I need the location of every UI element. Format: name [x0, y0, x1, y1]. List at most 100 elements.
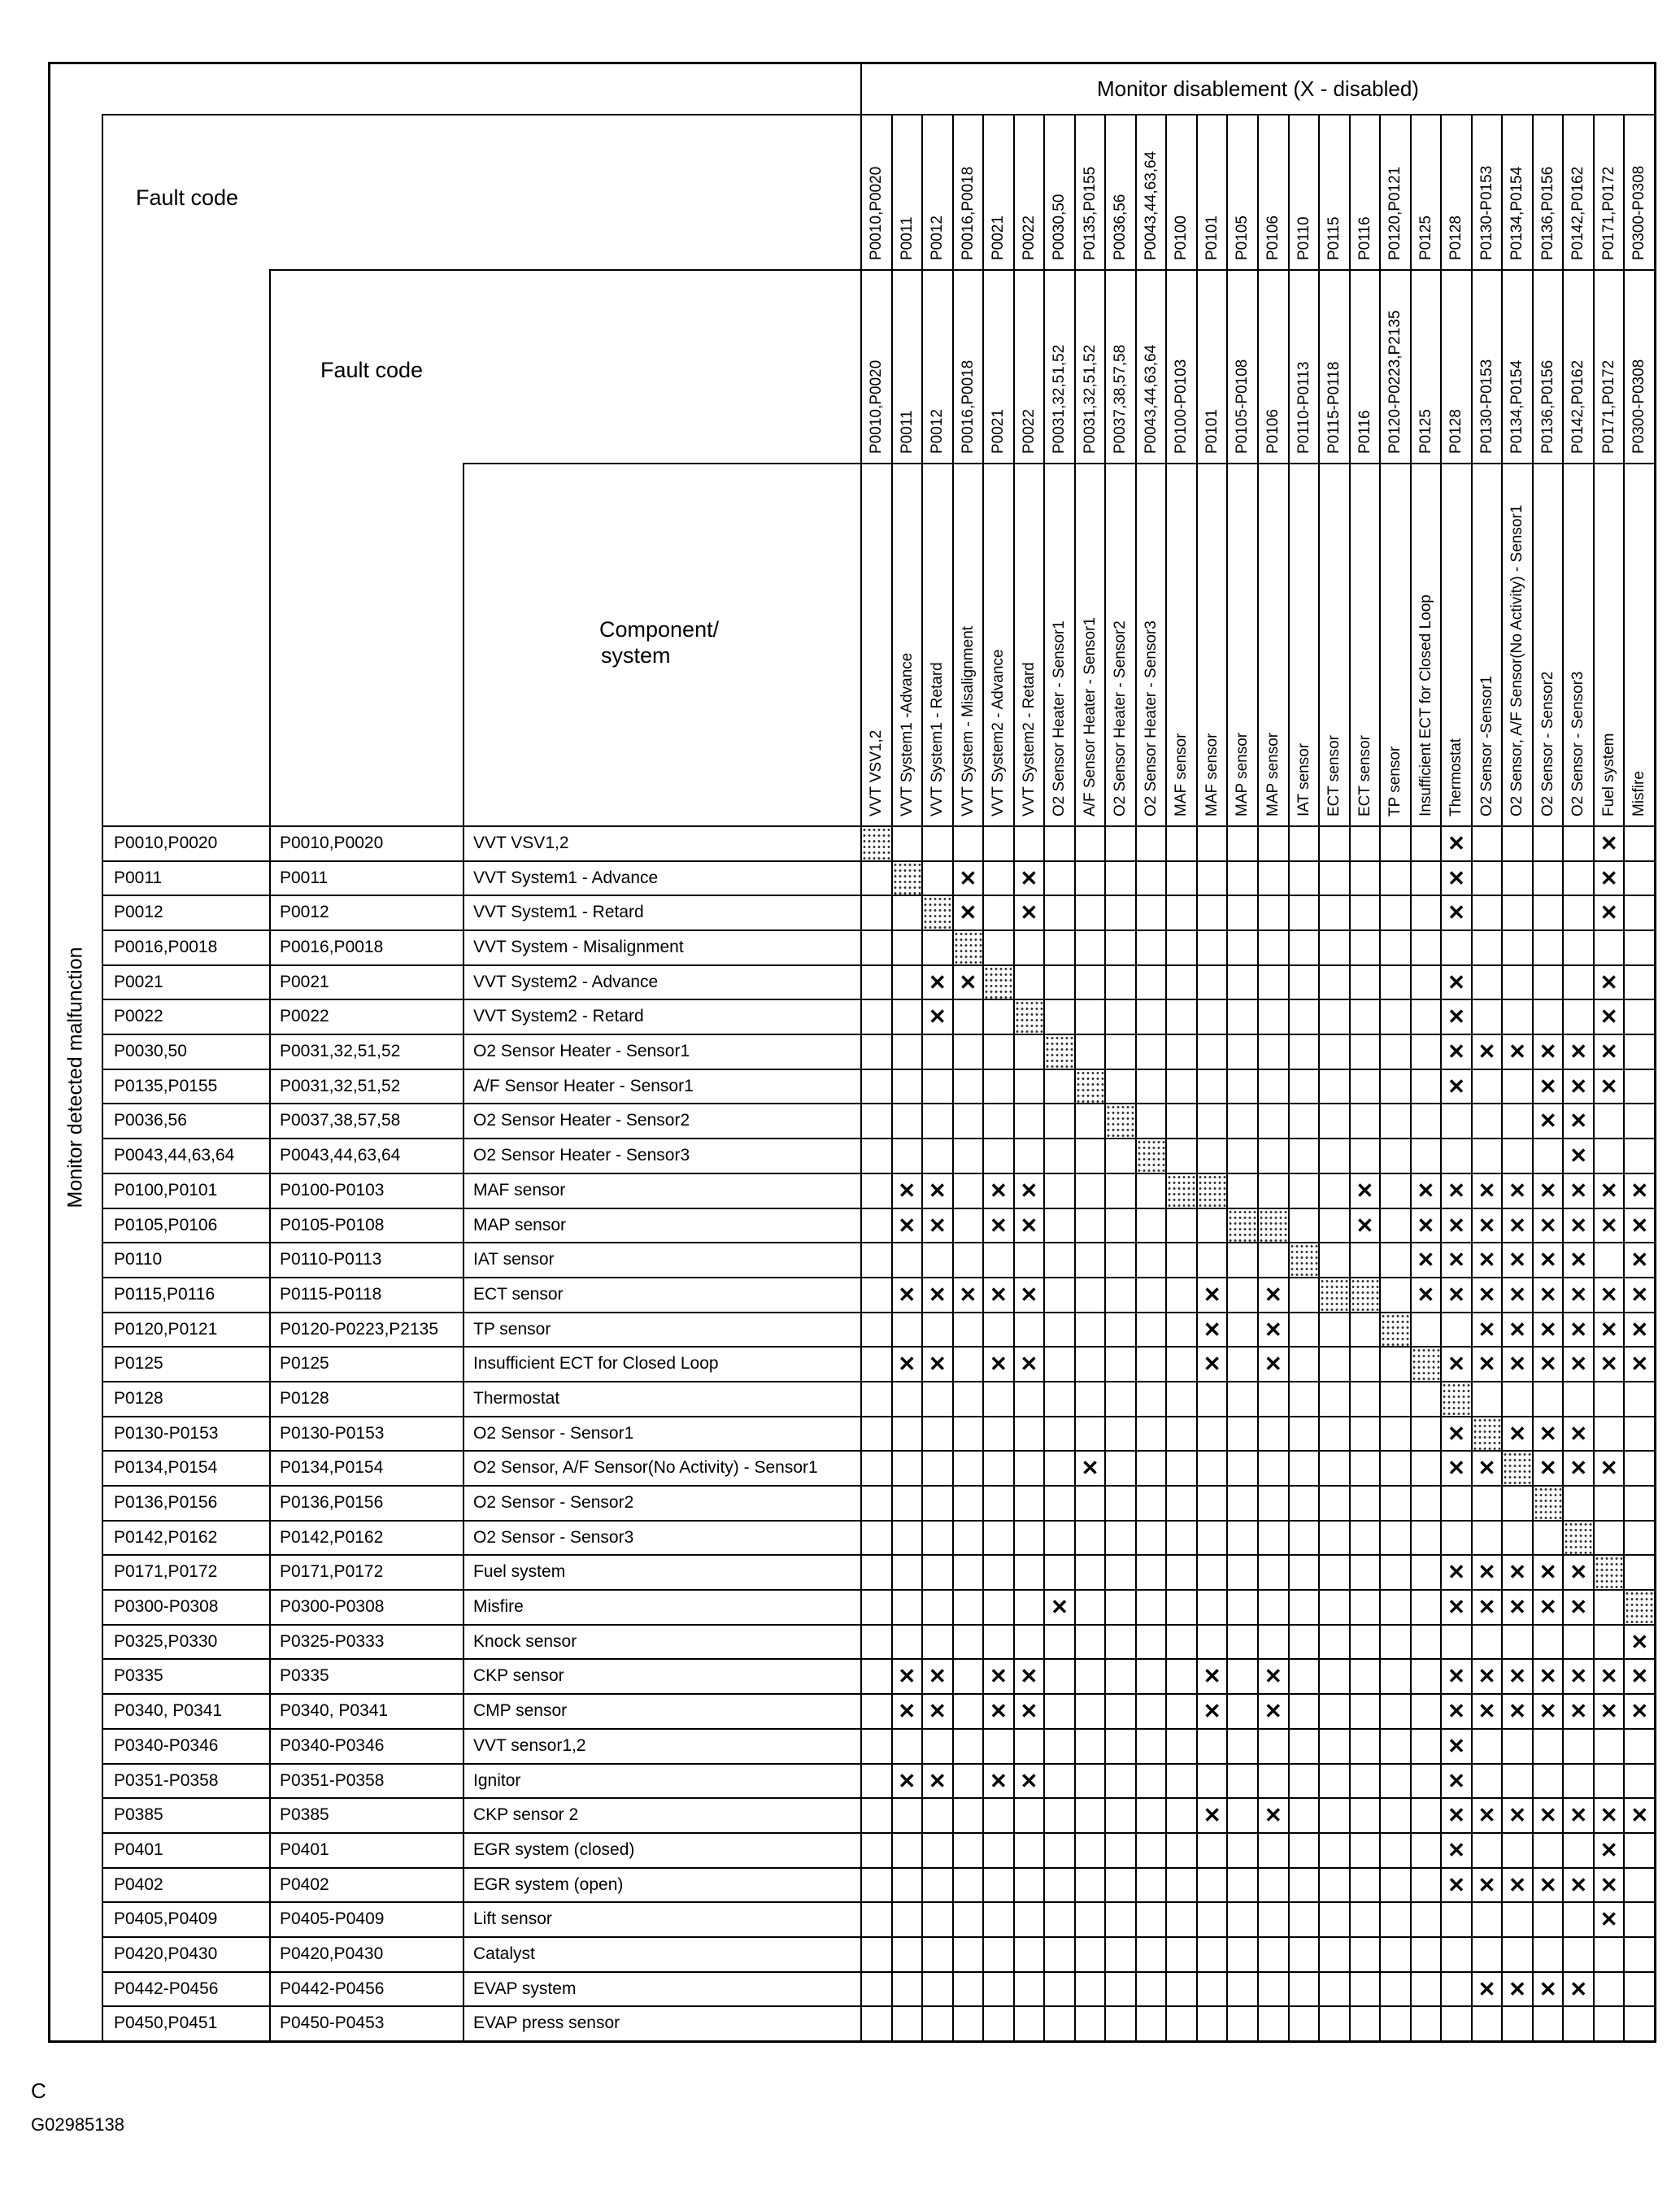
row-divider — [102, 1415, 1655, 1417]
left-vertical-label: Monitor detected malfunction — [63, 947, 87, 1208]
disabled-x-mark: ✕ — [1417, 1213, 1435, 1238]
disabled-x-mark: ✕ — [990, 1282, 1008, 1307]
disabled-x-mark: ✕ — [1478, 1664, 1496, 1689]
row-fault-code: P0325-P0333 — [280, 1631, 385, 1651]
row-divider — [102, 1346, 1655, 1348]
column-divider — [1470, 115, 1473, 2041]
row-divider — [102, 1658, 1655, 1661]
component-heading-line2: system — [601, 643, 671, 668]
row-fault-code: P0037,38,57,58 — [280, 1111, 401, 1130]
column-divider — [1226, 115, 1229, 2041]
row-fault-code: P0031,32,51,52 — [280, 1042, 401, 1061]
column-fault-code: P0116 — [1356, 410, 1373, 454]
row-component: O2 Sensor - Sensor1 — [473, 1423, 634, 1443]
row-fault-code: P0335 — [280, 1666, 329, 1686]
disabled-x-mark: ✕ — [1478, 1595, 1496, 1620]
disabled-x-mark: ✕ — [1630, 1213, 1649, 1238]
row-component: Fuel system — [473, 1562, 566, 1582]
row-divider — [102, 999, 1655, 1001]
column-fault-code: P0128 — [1447, 409, 1465, 454]
row-detected-code: P0300-P0308 — [114, 1597, 219, 1617]
row-divider — [102, 1727, 1655, 1730]
column-component: VVT System2 - Retard — [1020, 662, 1038, 816]
column-component: VVT System1 -Advance — [898, 652, 916, 816]
row-component: ECT sensor — [473, 1284, 564, 1304]
row-divider — [102, 1589, 1655, 1591]
row-fault-code: P0402 — [280, 1874, 329, 1894]
row-detected-code: P0340, P0341 — [114, 1701, 223, 1721]
disabled-x-mark: ✕ — [1539, 1595, 1557, 1620]
disabled-x-mark: ✕ — [1599, 1872, 1618, 1897]
row-detected-code: P0171,P0172 — [114, 1562, 218, 1582]
disabled-x-mark: ✕ — [1569, 1213, 1588, 1238]
column-divider — [1165, 115, 1168, 2041]
disabled-x-mark: ✕ — [1569, 1664, 1588, 1689]
column-divider — [1379, 115, 1382, 2041]
row-divider — [102, 1693, 1655, 1696]
self-monitor-shaded-cell — [1411, 1348, 1441, 1381]
disabled-x-mark: ✕ — [990, 1352, 1008, 1377]
row-component: VVT System1 - Advance — [473, 868, 659, 887]
column-fault-code: P0130-P0153 — [1478, 359, 1495, 454]
disabled-x-mark: ✕ — [1599, 969, 1618, 995]
self-monitor-shaded-cell — [1045, 1035, 1074, 1069]
disabled-x-mark: ✕ — [1539, 1073, 1557, 1099]
row-component: O2 Sensor, A/F Sensor(No Activity) - Sen… — [473, 1458, 818, 1478]
row-component: IAT sensor — [473, 1250, 555, 1269]
disabled-x-mark: ✕ — [1264, 1282, 1282, 1307]
row-component: CKP sensor — [473, 1666, 564, 1686]
column-component: O2 Sensor Heater - Sensor2 — [1112, 620, 1129, 816]
disabled-x-mark: ✕ — [1569, 1317, 1588, 1342]
disabled-x-mark: ✕ — [1539, 1247, 1557, 1273]
column-monitor-code: P0136,P0156 — [1539, 166, 1556, 260]
column-monitor-code: P0021 — [990, 216, 1008, 260]
footer-letter: C — [31, 2079, 46, 2103]
disabled-x-mark: ✕ — [1630, 1664, 1649, 1689]
column-fault-code: P0171,P0172 — [1599, 359, 1617, 454]
divider — [102, 114, 1655, 115]
row-detected-code: P0012 — [114, 903, 163, 922]
self-monitor-shaded-cell — [1259, 1208, 1288, 1243]
row-fault-code: P0401 — [280, 1840, 329, 1859]
column-component: O2 Sensor - Sensor3 — [1569, 671, 1587, 816]
column-component: Misfire — [1630, 771, 1648, 816]
column-monitor-code: P0134,P0154 — [1508, 166, 1526, 260]
disabled-x-mark: ✕ — [1417, 1247, 1435, 1273]
disabled-x-mark: ✕ — [959, 969, 977, 995]
disabled-x-mark: ✕ — [1630, 1629, 1649, 1654]
disabled-x-mark: ✕ — [959, 1282, 977, 1307]
column-monitor-code: P0115 — [1325, 216, 1343, 260]
row-component: Insufficient ECT for Closed Loop — [473, 1354, 719, 1374]
column-component: TP sensor — [1386, 746, 1404, 816]
disabled-x-mark: ✕ — [1508, 1178, 1526, 1203]
column-divider — [982, 115, 985, 2041]
disabled-x-mark: ✕ — [1539, 1282, 1557, 1307]
column-fault-code: P0031,32,51,52 — [1081, 344, 1099, 454]
disabled-x-mark: ✕ — [1264, 1317, 1282, 1342]
row-fault-code: P0136,P0156 — [280, 1493, 384, 1513]
column-monitor-code: P0120,P0121 — [1386, 166, 1404, 260]
disabled-x-mark: ✕ — [1569, 1803, 1588, 1828]
disabled-x-mark: ✕ — [1539, 1803, 1557, 1828]
row-divider — [102, 1103, 1655, 1105]
column-fault-code: P0120-P0223,P2135 — [1386, 310, 1404, 454]
column-component: O2 Sensor -Sensor1 — [1478, 675, 1495, 816]
row-divider — [102, 1380, 1655, 1382]
disabled-x-mark: ✕ — [1539, 1664, 1557, 1689]
disabled-x-mark: ✕ — [990, 1768, 1008, 1793]
row-fault-code: P0125 — [280, 1354, 329, 1374]
disabled-x-mark: ✕ — [1569, 1595, 1588, 1620]
row-fault-code: P0012 — [280, 903, 329, 922]
row-component: Misfire — [473, 1597, 524, 1617]
disabled-x-mark: ✕ — [1569, 1976, 1588, 2001]
row-divider — [102, 825, 1655, 827]
disabled-x-mark: ✕ — [1539, 1872, 1557, 1897]
disabled-x-mark: ✕ — [1599, 1803, 1618, 1828]
disabled-x-mark: ✕ — [1599, 831, 1618, 856]
divider — [463, 463, 1655, 464]
row-divider — [102, 1138, 1655, 1140]
column-monitor-code: P0130-P0153 — [1478, 165, 1495, 260]
disabled-x-mark: ✕ — [1508, 1803, 1526, 1828]
column-fault-code: P0043,44,63,64 — [1142, 344, 1160, 454]
row-divider — [102, 2005, 1655, 2008]
